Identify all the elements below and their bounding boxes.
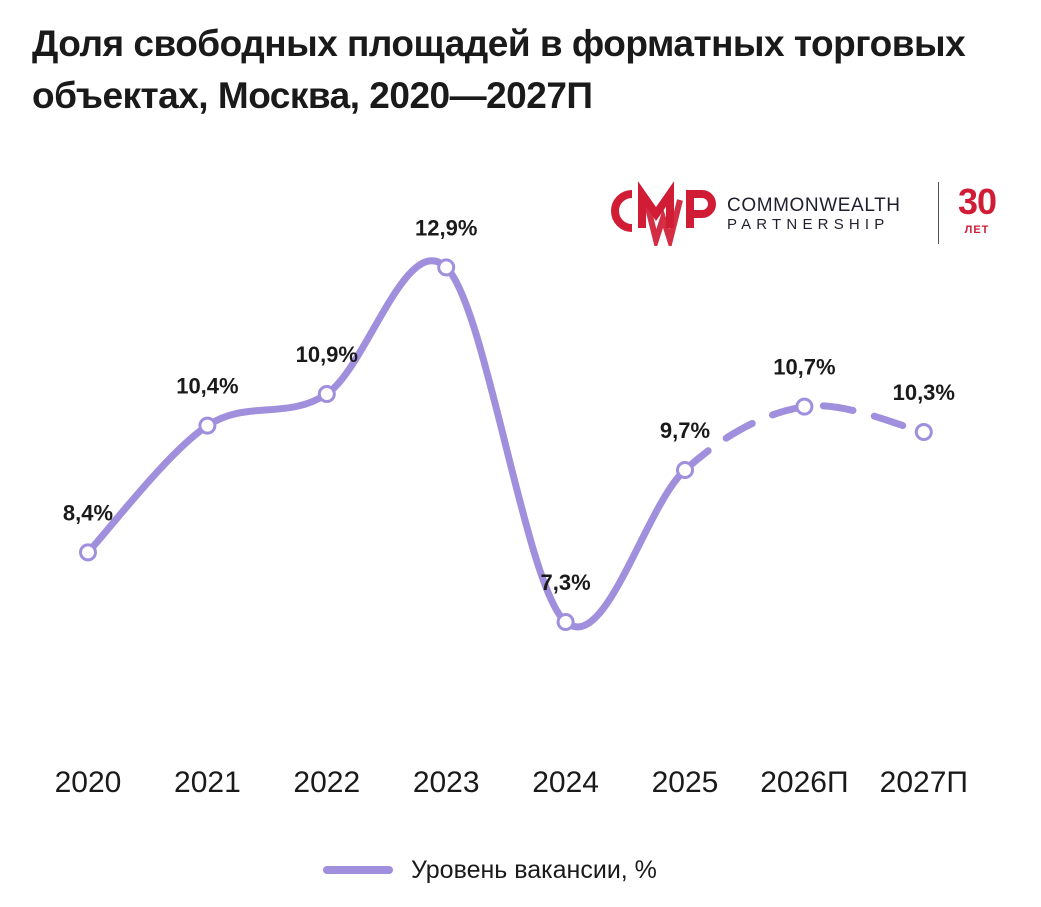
x-tick-label-2023: 2023	[413, 766, 480, 799]
data-label-2026П: 10,7%	[773, 355, 835, 380]
legend-label: Уровень вакансии, %	[411, 855, 657, 884]
x-tick-label-2021: 2021	[174, 766, 241, 799]
data-label-2020: 8,4%	[63, 500, 113, 525]
logo-line-2: PARTNERSHIP	[727, 216, 890, 233]
x-tick-label-2022: 2022	[293, 766, 360, 799]
data-point-2020	[79, 543, 97, 562]
x-tick-label-2024: 2024	[532, 766, 599, 799]
data-point-2023	[437, 258, 456, 277]
x-tick-label-2020: 2020	[55, 766, 122, 799]
data-point-2027П	[914, 423, 933, 441]
data-label-2021: 10,4%	[176, 374, 238, 399]
company-logo: COMMONWEALTH PARTNERSHIP 30 ЛЕТ	[602, 180, 1012, 246]
legend-swatch	[323, 866, 393, 874]
logo-line-1: COMMONWEALTH	[727, 195, 901, 216]
series-line-actual	[84, 257, 689, 631]
logo-years-word: ЛЕТ	[964, 224, 990, 236]
data-label-2023: 12,9%	[415, 215, 477, 240]
data-point-2022	[317, 385, 336, 403]
x-tick-label-2025: 2025	[652, 766, 719, 799]
x-tick-label-2027П: 2027П	[880, 766, 968, 799]
logo-years-number: 30	[957, 181, 997, 222]
chart-legend: Уровень вакансии, %	[323, 852, 657, 888]
data-label-2027П: 10,3%	[893, 380, 955, 405]
x-tick-label-2026П: 2026П	[760, 766, 848, 799]
data-label-2024: 7,3%	[541, 570, 591, 595]
page-title: Доля свободных площадей в форматных торг…	[32, 23, 966, 116]
cmwp-logo-mark-icon	[611, 181, 716, 246]
data-label-2025: 9,7%	[660, 418, 710, 443]
data-point-2025	[676, 461, 694, 479]
data-point-2026П	[795, 397, 814, 416]
data-point-2021	[198, 416, 217, 435]
logo-divider	[938, 182, 939, 244]
data-label-2022: 10,9%	[296, 342, 358, 367]
data-point-2024	[556, 613, 575, 631]
